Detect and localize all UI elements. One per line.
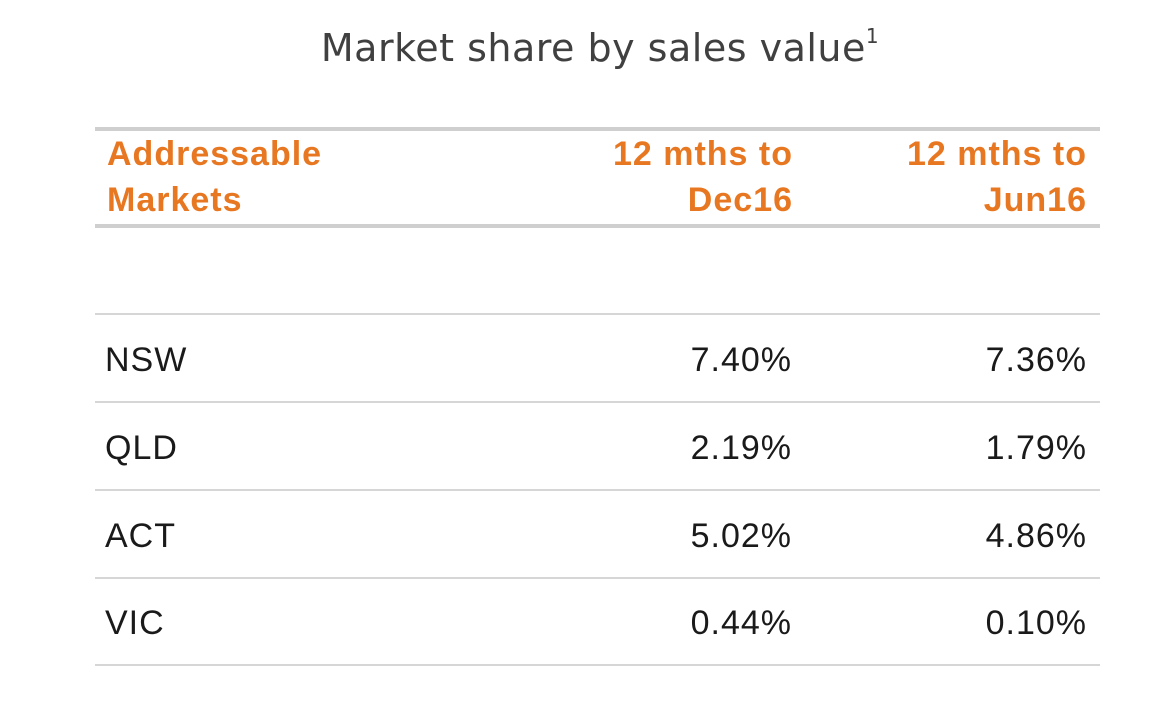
row-divider <box>95 401 1100 403</box>
row-dec16-vic: 0.44% <box>690 604 792 642</box>
column-header-jun16-line2: Jun16 <box>983 181 1087 219</box>
column-header-dec16: 12 mths to Dec16 <box>515 131 793 223</box>
row-market-act: ACT <box>105 517 176 555</box>
chart-title-text: Market share by sales value <box>320 26 866 70</box>
column-header-dec16-line1: 12 mths to <box>612 135 793 173</box>
row-dec16-nsw: 7.40% <box>690 341 792 379</box>
header-bottom-rule <box>95 224 1100 228</box>
title-footnote: 1 <box>865 24 880 49</box>
body-top-rule <box>95 313 1100 315</box>
column-header-markets-line2: Markets <box>107 181 243 219</box>
row-jun16-nsw: 7.36% <box>985 341 1087 379</box>
column-header-dec16-line2: Dec16 <box>687 181 793 219</box>
row-divider <box>95 489 1100 491</box>
row-dec16-qld: 2.19% <box>690 429 792 467</box>
chart-title: Market share by sales value1 <box>0 24 1160 70</box>
row-jun16-qld: 1.79% <box>985 429 1087 467</box>
row-jun16-act: 4.86% <box>985 517 1087 555</box>
row-market-qld: QLD <box>105 429 178 467</box>
row-market-nsw: NSW <box>105 341 188 379</box>
table-top-rule <box>95 127 1100 131</box>
row-market-vic: VIC <box>105 604 165 642</box>
column-header-markets-line1: Addressable <box>107 135 323 173</box>
column-header-markets: Addressable Markets <box>107 131 507 223</box>
row-jun16-vic: 0.10% <box>985 604 1087 642</box>
row-divider <box>95 577 1100 579</box>
column-header-jun16-line1: 12 mths to <box>906 135 1087 173</box>
row-dec16-act: 5.02% <box>690 517 792 555</box>
column-header-jun16: 12 mths to Jun16 <box>815 131 1087 223</box>
table-bottom-rule <box>95 664 1100 666</box>
